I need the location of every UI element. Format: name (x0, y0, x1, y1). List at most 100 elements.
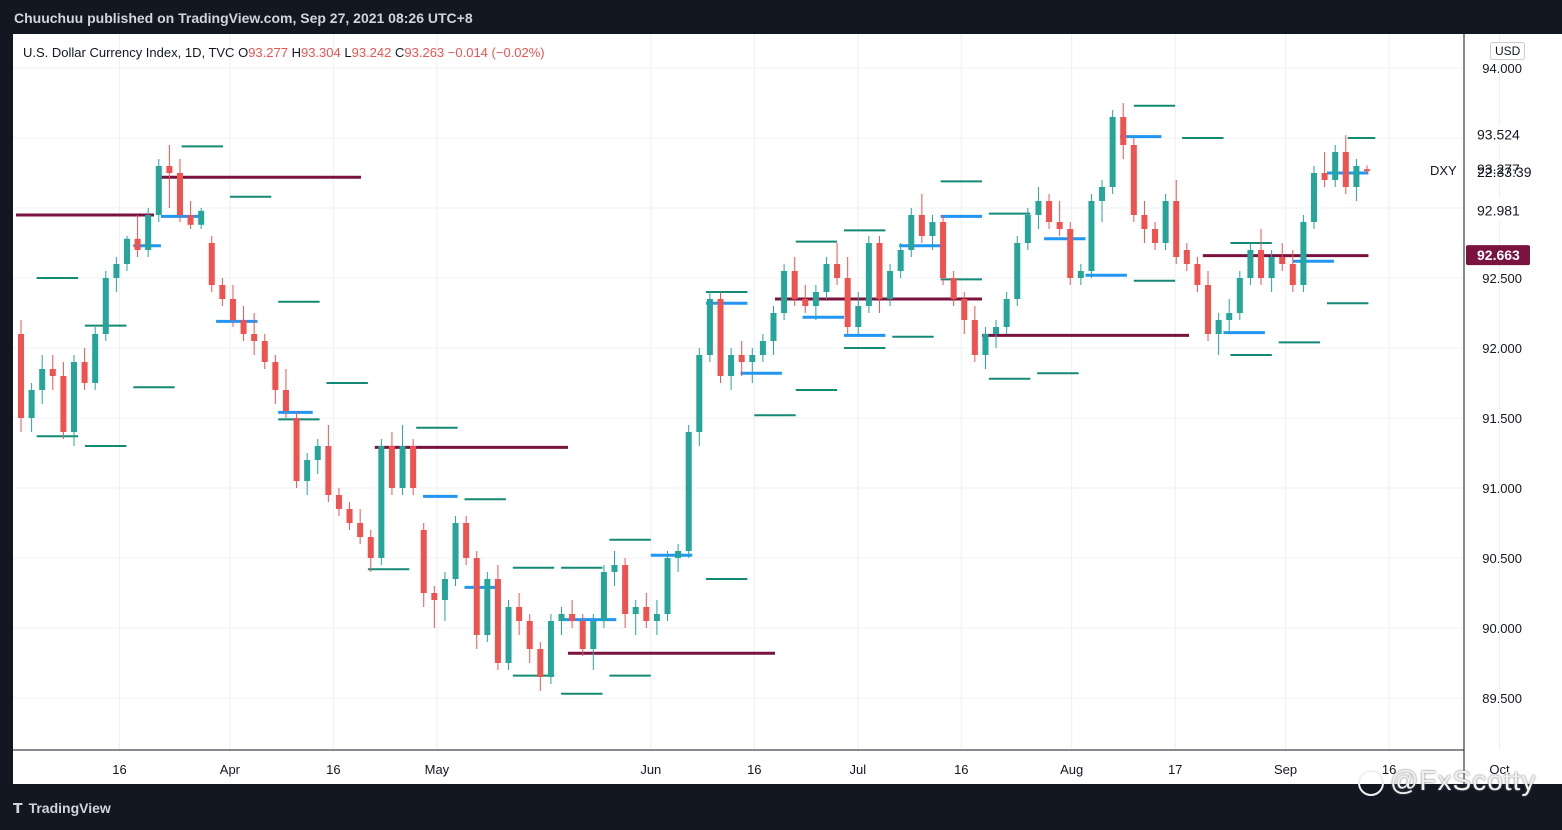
candle-body (1173, 201, 1180, 257)
x-tick-label: Aug (1060, 762, 1083, 777)
candle-body (1247, 250, 1254, 278)
x-tick-label: 16 (747, 762, 761, 777)
tradingview-logo[interactable]: 𝗧 TradingView (13, 800, 111, 817)
x-tick-label: May (425, 762, 450, 777)
candle-body (1342, 152, 1349, 187)
candle-body (516, 607, 523, 621)
candle-body (441, 579, 448, 600)
watermark-text: @FxScotty (1390, 765, 1537, 796)
candle-body (876, 243, 883, 299)
candle-body (770, 313, 777, 341)
candle-body (1215, 320, 1222, 334)
candle-body (145, 215, 152, 250)
price-badge-text: 92.663 (1477, 247, 1520, 263)
chart-panel[interactable] (13, 34, 1464, 784)
candle-body (717, 299, 724, 376)
candle-body (897, 250, 904, 271)
candle-body (706, 299, 713, 355)
candle-body (590, 621, 597, 649)
candle-body (812, 292, 819, 306)
candle-body (834, 264, 841, 278)
candle-body (60, 376, 67, 432)
candle-body (781, 271, 788, 313)
candle-body (1141, 215, 1148, 229)
candle-body (685, 432, 692, 551)
candle-body (918, 215, 925, 236)
price-axis[interactable] (1464, 34, 1562, 784)
candle-body (452, 523, 459, 579)
candle-body (49, 369, 56, 376)
watermark: @FxScotty (1358, 765, 1536, 797)
candle-body (823, 264, 830, 292)
candle-body (622, 565, 629, 614)
candle-body (1332, 152, 1339, 180)
candle-body (420, 530, 427, 593)
x-tick-label: 16 (954, 762, 968, 777)
candle-body (198, 210, 205, 225)
candle-body (357, 523, 364, 537)
y-tick-label: 89.500 (1482, 691, 1522, 706)
price-badge-text: 92.981 (1477, 203, 1520, 219)
publisher-line: Chuuchuu published on TradingView.com, S… (14, 10, 473, 26)
top-bar: Chuuchuu published on TradingView.com, S… (0, 0, 1562, 34)
price-badge-text: 93.277 (1477, 161, 1520, 177)
candle-body (70, 362, 77, 432)
candle-body (494, 579, 501, 663)
candle-body (187, 215, 194, 225)
candle-body (664, 558, 671, 614)
candle-body (208, 243, 215, 285)
candle-body (399, 446, 406, 488)
candle-body (908, 215, 915, 250)
candle-body (579, 621, 586, 649)
candle-body (1162, 201, 1169, 243)
candle-body (696, 355, 703, 432)
candle-body (1046, 201, 1053, 222)
candle-body (547, 621, 554, 677)
candle-body (759, 341, 766, 355)
x-tick-label: 17 (1168, 762, 1182, 777)
candle-body (982, 334, 989, 355)
candle-body (1088, 201, 1095, 271)
candle-body (431, 593, 438, 600)
open-label: O (238, 45, 249, 60)
candle-body (155, 166, 162, 215)
x-tick-label: Oct (1489, 762, 1510, 777)
currency-button[interactable]: USD (1490, 42, 1526, 60)
candle-body (887, 271, 894, 299)
candle-body (950, 278, 957, 299)
candle-body (971, 320, 978, 355)
candle-body (844, 278, 851, 327)
y-tick-label: 91.500 (1482, 411, 1522, 426)
symbol-legend: U.S. Dollar Currency Index, 1D, TVC O93.… (23, 45, 545, 60)
candle-body (92, 334, 99, 383)
x-tick-label: Sep (1274, 762, 1297, 777)
candle-body (1024, 215, 1031, 243)
candle-body (1003, 299, 1010, 327)
candle-body (1014, 243, 1021, 299)
price-badge (1466, 245, 1530, 266)
candle-body (314, 446, 321, 460)
candle-body (1268, 257, 1275, 278)
candle-body (643, 607, 650, 621)
candle-body (865, 243, 872, 306)
tradingview-logo-icon: 𝗧 (13, 800, 23, 816)
candle-body (738, 355, 745, 362)
candle-body (346, 509, 353, 523)
candle-body (293, 418, 300, 481)
candle-body (1152, 229, 1159, 243)
candle-body (1236, 278, 1243, 313)
candle-body (1300, 222, 1307, 285)
candle-body (1353, 166, 1360, 187)
candle-body (261, 341, 268, 362)
candle-body (1226, 313, 1233, 320)
candle-body (367, 537, 374, 558)
candle-body (282, 390, 289, 411)
candle-body (993, 327, 1000, 334)
candle-body (229, 299, 236, 320)
x-tick-label: 16 (326, 762, 340, 777)
candle-body (929, 222, 936, 236)
candle-body (728, 355, 735, 376)
candle-body (1077, 271, 1084, 278)
candle-body (675, 551, 682, 558)
